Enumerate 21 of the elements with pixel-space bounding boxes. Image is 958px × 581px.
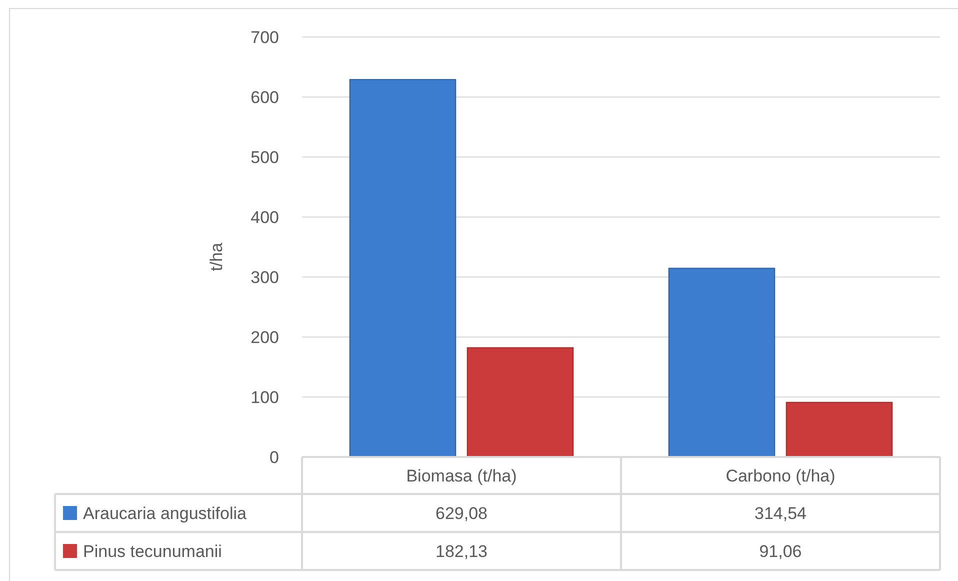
- bar: [466, 347, 574, 458]
- y-tick-label: 400: [250, 208, 279, 227]
- bar: [349, 79, 456, 458]
- x-tick-label: Carbono (t/ha): [726, 466, 836, 486]
- bar: [786, 402, 893, 458]
- y-tick-label: 200: [250, 328, 279, 347]
- y-tick-label: 300: [250, 268, 279, 287]
- x-tick-label: Biomasa (t/ha): [406, 466, 517, 486]
- data-label: 91,06: [759, 542, 802, 561]
- data-label: 314,54: [754, 504, 806, 523]
- bar: [668, 268, 776, 458]
- y-axis-title: t/ha: [207, 242, 226, 272]
- y-tick-label: 500: [250, 148, 279, 167]
- legend-label: Araucaria angustifolia: [83, 504, 248, 523]
- y-tick-label: 600: [250, 88, 279, 107]
- y-tick-label: 700: [250, 28, 279, 47]
- data-label: 629,08: [436, 504, 488, 523]
- y-tick-label: 100: [250, 388, 279, 407]
- y-tick-label: 0: [270, 448, 279, 467]
- legend-label: Pinus tecunumanii: [83, 542, 222, 561]
- data-label: 182,13: [436, 542, 488, 561]
